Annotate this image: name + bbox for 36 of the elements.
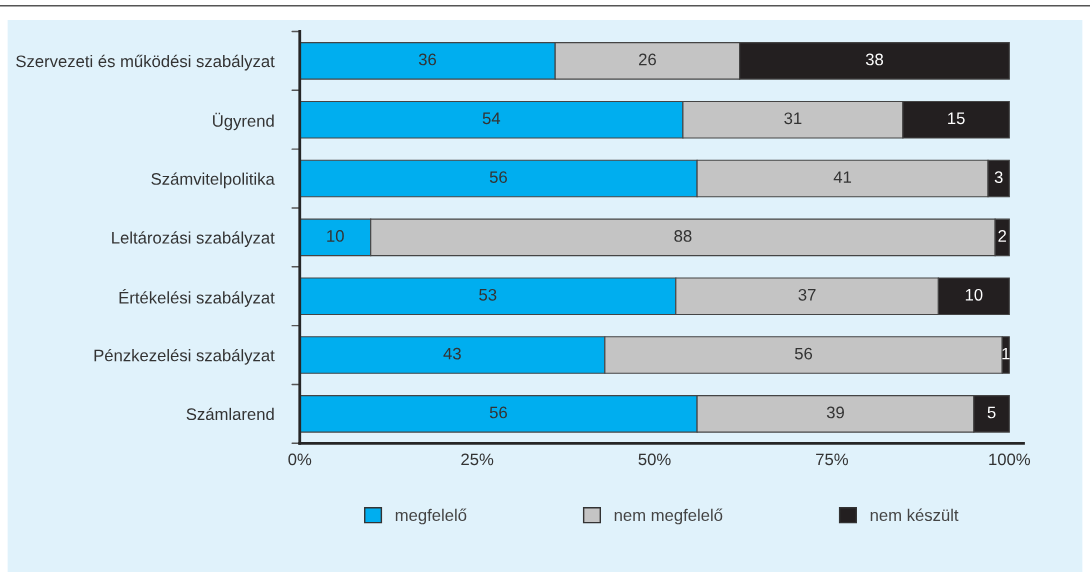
y-tick-label: Szervezeti és működési szabályzat <box>16 54 275 71</box>
y-tick-label: Számvitelpolitika <box>151 172 275 189</box>
legend-label: megfelelő <box>395 508 467 525</box>
x-tick-label: 0% <box>288 453 312 466</box>
data-label: 26 <box>639 53 656 66</box>
x-tick-label: 75% <box>816 453 849 466</box>
data-label: 54 <box>482 112 501 125</box>
data-label: 10 <box>965 288 983 301</box>
y-tick-label: Leltározási szabályzat <box>112 231 275 247</box>
data-label: 38 <box>865 53 884 66</box>
data-label: 37 <box>798 288 816 301</box>
data-label: 2 <box>998 230 1007 242</box>
data-label: 56 <box>794 347 813 360</box>
data-label: 53 <box>479 288 497 301</box>
y-tick-label: Pénzkezelési szabályzat <box>94 348 275 365</box>
x-tick-label: 100% <box>989 453 1031 466</box>
y-tick-label: Ügyrend <box>213 112 274 131</box>
data-label: 43 <box>443 347 461 360</box>
data-label: 39 <box>826 406 844 419</box>
data-label: 41 <box>833 171 852 183</box>
x-tick-label: 50% <box>638 453 671 466</box>
data-label: 3 <box>994 171 1003 184</box>
data-label: 36 <box>418 53 437 66</box>
y-tick-label: Számlarend <box>186 407 274 421</box>
data-label: 56 <box>489 171 507 184</box>
data-label: 10 <box>327 230 344 242</box>
data-label: 88 <box>674 230 692 242</box>
data-label: 56 <box>489 406 507 419</box>
data-label: 15 <box>948 112 965 125</box>
data-label: 1 <box>1002 347 1010 360</box>
data-label: 5 <box>987 406 996 419</box>
legend-label: nem készült <box>870 508 959 522</box>
legend-label: nem megfelelő <box>614 508 723 525</box>
data-label: 31 <box>784 112 802 125</box>
x-tick-label: 25% <box>461 453 494 466</box>
y-tick-label: Értékelési szabályzat <box>119 288 275 307</box>
